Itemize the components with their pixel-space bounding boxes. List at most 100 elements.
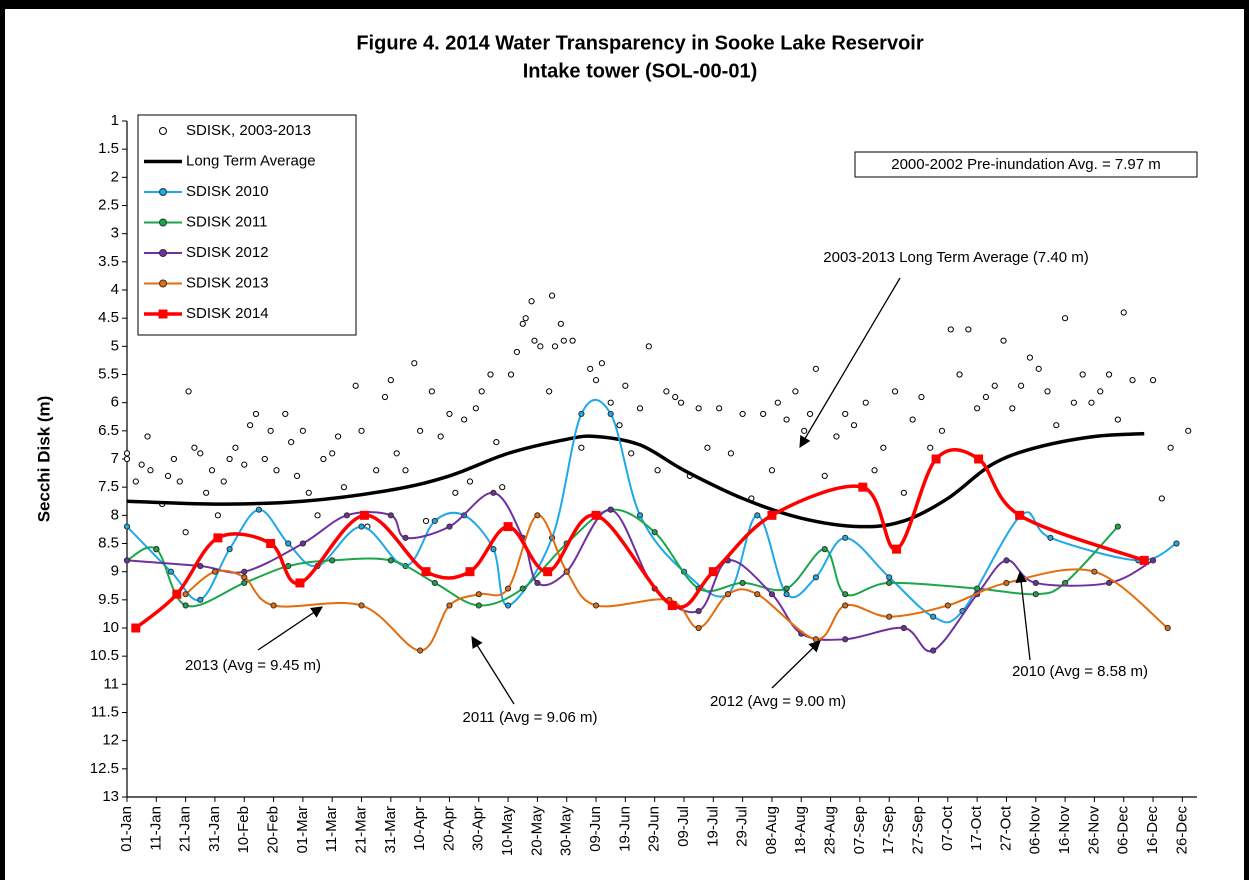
marker xyxy=(578,444,585,451)
marker xyxy=(842,636,849,643)
marker xyxy=(138,461,145,468)
x-tick-label: 20-Apr xyxy=(440,806,457,851)
y-tick-label: 10 xyxy=(102,619,119,636)
marker xyxy=(266,539,276,548)
marker xyxy=(490,546,497,553)
x-tick-label: 21-Mar xyxy=(352,806,369,854)
chart-subtitle: Intake tower (SOL-00-01) xyxy=(523,60,758,82)
marker xyxy=(695,405,702,412)
marker xyxy=(452,489,459,496)
y-tick-label: 5 xyxy=(111,337,119,354)
x-tick-label: 26-Dec xyxy=(1173,806,1190,855)
legend: SDISK, 2003-2013 Long Term Average SDISK 2… xyxy=(144,122,316,322)
marker xyxy=(159,279,167,288)
marker xyxy=(531,337,538,344)
marker xyxy=(578,410,585,418)
marker xyxy=(437,433,444,440)
y-axis-label: Secchi Disk (m) xyxy=(34,396,53,523)
marker xyxy=(446,410,453,418)
x-tick-label: 29-Jul xyxy=(734,806,751,847)
marker xyxy=(812,636,820,643)
marker xyxy=(288,439,295,446)
marker xyxy=(197,596,204,603)
marker xyxy=(1149,557,1157,564)
chart-title: Figure 4. 2014 Water Transparency in Soo… xyxy=(356,32,924,54)
marker xyxy=(695,624,702,632)
marker xyxy=(446,602,453,609)
marker xyxy=(1105,371,1113,378)
marker xyxy=(490,489,497,496)
marker xyxy=(123,523,131,530)
x-tick-label: 18-Aug xyxy=(792,806,809,854)
x-tick-label: 30-May xyxy=(558,806,575,857)
x-tick-label: 16-Nov xyxy=(1056,806,1073,855)
x-tick-label: 10-Apr xyxy=(411,806,428,851)
marker xyxy=(767,510,777,520)
marker xyxy=(821,546,828,553)
marker xyxy=(1053,422,1060,429)
legend-box xyxy=(137,114,357,336)
marker xyxy=(927,444,934,451)
marker xyxy=(185,388,192,395)
marker xyxy=(123,557,131,564)
x-tick-label: 01-Jan xyxy=(118,806,135,852)
annotation: 2000-2002 Pre-inundation Avg. = 7.97 m xyxy=(891,156,1161,173)
marker xyxy=(1047,534,1054,541)
marker xyxy=(211,568,219,575)
marker xyxy=(1079,371,1086,378)
marker xyxy=(282,410,289,418)
x-tick-label: 19-Jul xyxy=(704,806,721,847)
marker xyxy=(522,315,529,322)
marker xyxy=(774,399,781,406)
marker xyxy=(1105,579,1113,587)
x-tick-label: 17-Sep xyxy=(880,806,897,854)
marker xyxy=(886,613,893,620)
marker xyxy=(891,388,899,395)
marker xyxy=(1088,399,1095,406)
marker xyxy=(592,377,600,384)
marker xyxy=(716,405,723,412)
marker xyxy=(918,393,925,401)
x-tick-label: 06-Dec xyxy=(1115,806,1132,855)
marker xyxy=(930,613,937,620)
marker xyxy=(267,427,274,434)
marker xyxy=(892,544,902,554)
marker xyxy=(393,450,400,457)
marker xyxy=(858,482,868,492)
x-tick-label: 11-Mar xyxy=(323,806,340,852)
annotation-arrow xyxy=(1015,570,1031,661)
marker xyxy=(241,574,248,581)
marker xyxy=(191,444,198,451)
marker xyxy=(534,579,541,587)
marker xyxy=(167,568,175,575)
marker xyxy=(226,546,233,553)
x-tick-label: 27-Oct xyxy=(997,805,1014,851)
y-tick-label: 10.5 xyxy=(90,647,119,664)
legend-label: SDISK 2010 xyxy=(186,183,269,200)
marker xyxy=(352,382,359,389)
marker xyxy=(519,320,526,327)
marker xyxy=(428,388,435,395)
x-tick-label: 20-Feb xyxy=(265,806,282,854)
marker xyxy=(991,382,998,389)
marker xyxy=(886,574,893,581)
x-tick-label: 27-Sep xyxy=(909,806,926,854)
marker xyxy=(1149,377,1157,384)
marker xyxy=(783,591,790,598)
marker xyxy=(359,510,369,520)
annotation-box xyxy=(854,151,1198,178)
y-tick-label: 11 xyxy=(103,675,119,692)
marker xyxy=(1044,388,1051,395)
marker xyxy=(842,410,849,418)
y-tick-label: 6.5 xyxy=(98,422,119,439)
x-tick-label: 06-Nov xyxy=(1027,806,1044,855)
marker xyxy=(591,510,601,520)
x-tick-label: 28-Aug xyxy=(822,806,839,854)
marker xyxy=(862,399,869,406)
marker xyxy=(598,360,606,367)
marker xyxy=(801,427,808,434)
y-tick-label: 3 xyxy=(111,225,119,242)
marker xyxy=(727,450,734,457)
marker xyxy=(270,602,277,609)
marker xyxy=(1032,579,1039,587)
